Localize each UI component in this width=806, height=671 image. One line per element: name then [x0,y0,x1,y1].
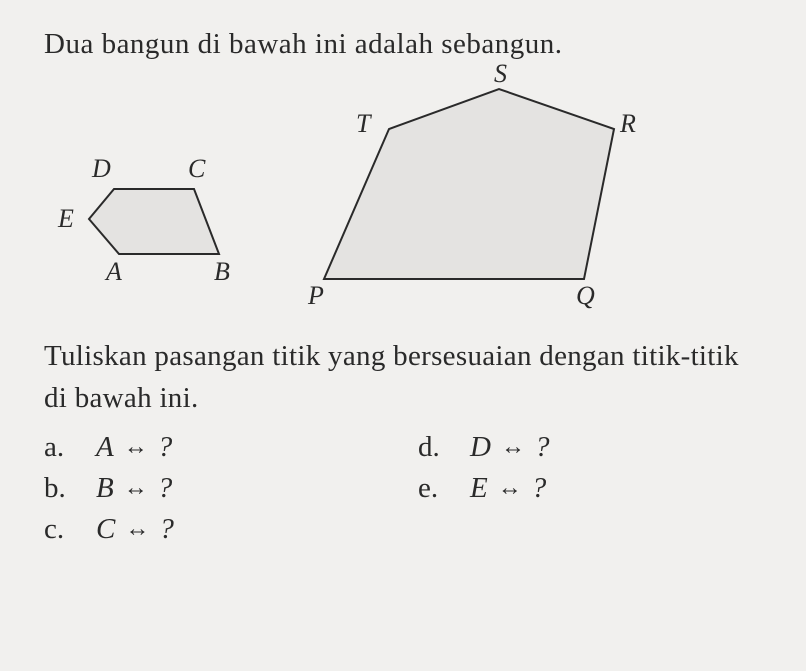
answer-letter-e: e. [418,472,448,505]
figure-right: P Q R S T [294,79,664,309]
answer-letter-d: d. [418,431,448,464]
arrow-icon: ↔ [501,434,525,461]
vertex-label-d: D [92,154,111,184]
answer-item-b: b. B ↔ ? [44,472,388,505]
answer-content-c: C ↔ ? [96,513,174,546]
answer-var-d: D [470,431,491,464]
answer-var-e: E [470,472,488,505]
answer-var-b: B [96,472,114,505]
answer-var-c: C [96,513,115,546]
answer-letter-c: c. [44,513,74,546]
vertex-label-s: S [494,59,507,89]
title-text: Dua bangun di bawah ini adalah sebangun. [44,28,762,61]
polygon-abcde [89,189,219,254]
figure-left: A B C D E [64,129,284,309]
vertex-label-e: E [58,204,74,234]
vertex-label-q: Q [576,281,595,311]
answer-item-a: a. A ↔ ? [44,431,388,464]
pentagon-large [294,79,664,309]
answer-item-c: c. C ↔ ? [44,513,388,546]
answer-content-d: D ↔ ? [470,431,549,464]
answer-var-a: A [96,431,114,464]
answer-content-e: E ↔ ? [470,472,546,505]
vertex-label-r: R [620,109,636,139]
vertex-label-p: P [308,281,324,311]
subtitle-text: Tuliskan pasangan titik yang bersesuaian… [44,335,762,419]
answer-item-d: d. D ↔ ? [418,431,762,464]
question-mark: ? [158,472,173,505]
answer-letter-b: b. [44,472,74,505]
question-mark: ? [159,513,174,546]
question-mark: ? [158,431,173,464]
answer-item-e: e. E ↔ ? [418,472,762,505]
vertex-label-b: B [214,257,230,287]
vertex-label-c: C [188,154,205,184]
answer-content-b: B ↔ ? [96,472,172,505]
arrow-icon: ↔ [124,434,148,461]
arrow-icon: ↔ [124,475,148,502]
vertex-label-t: T [356,109,370,139]
answers-grid: a. A ↔ ? d. D ↔ ? b. B ↔ ? e. E ↔ ? c. [44,431,762,546]
arrow-icon: ↔ [125,516,149,543]
question-mark: ? [532,472,547,505]
vertex-label-a: A [106,257,122,287]
question-mark: ? [535,431,550,464]
answer-letter-a: a. [44,431,74,464]
arrow-icon: ↔ [498,475,522,502]
figures-container: A B C D E P Q R S T [44,79,762,309]
answer-content-a: A ↔ ? [96,431,172,464]
